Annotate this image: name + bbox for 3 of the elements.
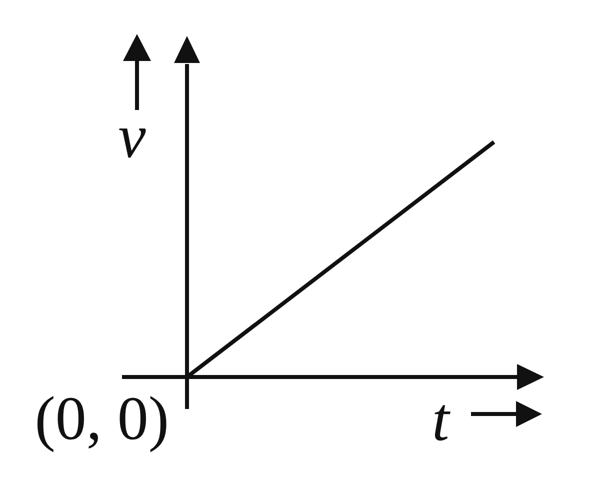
x-axis-title: t xyxy=(432,386,451,454)
y-axis-title: v xyxy=(118,103,146,171)
text: (0, 0) xyxy=(34,385,169,453)
